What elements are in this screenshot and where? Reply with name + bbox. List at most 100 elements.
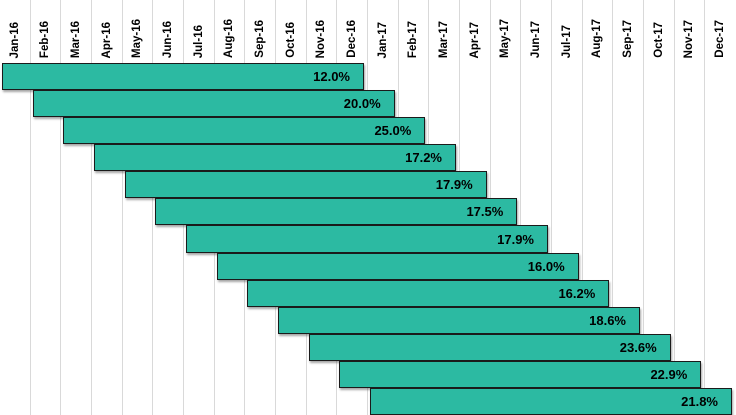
gridline-column	[0, 0, 31, 415]
gridline-column	[31, 0, 62, 415]
month-tick: Nov-17	[675, 0, 706, 63]
month-tick: Jul-17	[552, 0, 583, 63]
bar-value-label: 17.5%	[466, 204, 504, 220]
month-label: Jun-16	[161, 20, 174, 58]
bar: 23.6%	[308, 333, 671, 361]
month-label: May-17	[499, 19, 512, 58]
month-tick: Feb-17	[399, 0, 430, 63]
bar: 20.0%	[32, 90, 395, 118]
bar-row: 12.0%	[0, 63, 736, 91]
bar-value-label: 16.2%	[558, 285, 596, 301]
month-label: Oct-17	[652, 22, 665, 58]
month-tick: Oct-17	[644, 0, 675, 63]
month-tick: Jun-16	[153, 0, 184, 63]
bar: 25.0%	[63, 117, 426, 145]
bar-row: 17.5%	[0, 198, 736, 226]
month-tick: Feb-16	[31, 0, 62, 63]
bar-value-label: 16.0%	[527, 258, 565, 274]
month-label: May-16	[131, 19, 144, 58]
month-tick: Aug-16	[215, 0, 246, 63]
month-tick: Jan-16	[0, 0, 31, 63]
bar: 12.0%	[2, 63, 364, 91]
bar-value-label: 12.0%	[313, 69, 350, 85]
gridline-column	[613, 0, 644, 415]
gridline-column	[491, 0, 522, 415]
month-label: Sep-16	[253, 20, 266, 58]
bar-row: 22.9%	[0, 360, 736, 388]
bar-value-label: 18.6%	[589, 312, 626, 328]
month-label: Mar-16	[69, 20, 82, 58]
gridline-column	[92, 0, 123, 415]
bar-value-label: 23.6%	[619, 339, 657, 355]
month-label: Nov-16	[315, 19, 328, 58]
month-label: Apr-17	[468, 21, 481, 58]
month-tick: Mar-17	[429, 0, 460, 63]
gridline-column	[675, 0, 706, 415]
bar: 16.0%	[216, 252, 579, 280]
bar: 17.9%	[186, 225, 548, 253]
month-tick: Dec-16	[337, 0, 368, 63]
bar-row: 23.6%	[0, 333, 736, 361]
month-label: Oct-16	[284, 22, 297, 58]
month-label: Mar-17	[437, 20, 450, 58]
bar-value-label: 17.9%	[435, 177, 473, 193]
bar: 17.5%	[155, 198, 518, 226]
month-tick: May-17	[491, 0, 522, 63]
month-tick: Sep-16	[245, 0, 276, 63]
bar-row: 16.0%	[0, 252, 736, 280]
gridline-column	[521, 0, 552, 415]
month-tick: Jun-17	[521, 0, 552, 63]
month-label: Jun-17	[529, 20, 542, 58]
bar-row: 17.2%	[0, 144, 736, 172]
month-tick: Apr-16	[92, 0, 123, 63]
bar-value-label: 25.0%	[374, 123, 412, 139]
month-tick: Jan-17	[368, 0, 399, 63]
month-label: Sep-17	[621, 20, 634, 58]
bar: 22.9%	[339, 360, 702, 388]
month-label: Dec-17	[713, 20, 726, 58]
gridline-column	[583, 0, 614, 415]
bar-value-label: 20.0%	[343, 96, 381, 112]
month-label: Aug-16	[223, 19, 236, 58]
month-tick: Oct-16	[276, 0, 307, 63]
bar-value-label: 17.9%	[497, 231, 534, 247]
month-tick: Mar-16	[61, 0, 92, 63]
bar: 16.2%	[247, 279, 610, 307]
month-tick: Sep-17	[613, 0, 644, 63]
bar-row: 16.2%	[0, 279, 736, 307]
bar-row: 17.9%	[0, 225, 736, 253]
month-tick: Apr-17	[460, 0, 491, 63]
month-label: Aug-17	[591, 19, 604, 58]
month-label: Dec-16	[345, 20, 358, 58]
bar-value-label: 21.8%	[681, 393, 718, 409]
bar-row: 17.9%	[0, 171, 736, 199]
month-label: Nov-17	[683, 19, 696, 58]
gridline-column	[61, 0, 92, 415]
bar: 21.8%	[370, 387, 732, 415]
month-tick: Nov-16	[307, 0, 338, 63]
bar: 17.9%	[124, 171, 487, 199]
gridline-column	[644, 0, 675, 415]
month-tick: Aug-17	[583, 0, 614, 63]
month-label: Feb-17	[407, 20, 420, 58]
month-label: Feb-16	[39, 20, 52, 58]
month-tick: May-16	[123, 0, 154, 63]
bar-row: 21.8%	[0, 387, 736, 415]
bar-row: 20.0%	[0, 90, 736, 118]
month-label: Jan-17	[376, 21, 389, 58]
month-tick: Jul-16	[184, 0, 215, 63]
bar: 18.6%	[278, 306, 640, 334]
plot-area: 12.0% 20.0% 25.0% 17.2% 17.9% 17.5% 17.9% 16.0%…	[0, 63, 736, 415]
month-label: Jul-16	[192, 24, 205, 58]
bar-row: 25.0%	[0, 117, 736, 145]
month-label: Jan-16	[8, 21, 21, 58]
bar-value-label: 17.2%	[405, 150, 442, 166]
bar: 17.2%	[94, 144, 456, 172]
month-label: Apr-16	[100, 21, 113, 58]
gridline-column	[123, 0, 154, 415]
bar-value-label: 22.9%	[650, 366, 688, 382]
month-axis: Jan-16 Feb-16 Mar-16 Apr-16 May-16 Jun-16 Jul-…	[0, 0, 736, 63]
month-label: Jul-17	[560, 24, 573, 58]
bar-row: 18.6%	[0, 306, 736, 334]
